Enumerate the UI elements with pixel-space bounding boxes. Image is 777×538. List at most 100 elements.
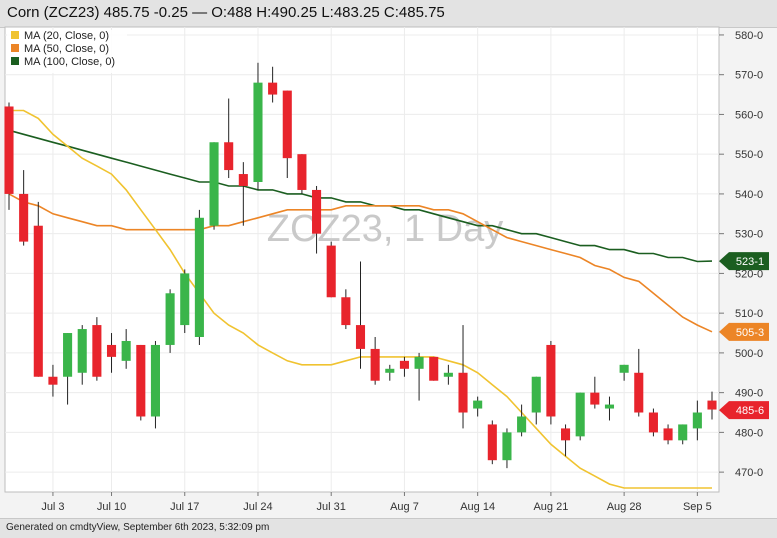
candle: [473, 396, 483, 417]
x-tick-label: Jul 31: [317, 501, 346, 513]
price-label-tag: [719, 252, 769, 271]
x-axis: Jul 3 Jul 10 Jul 17 Jul 24 Jul 31 Aug 7 Aug 14…: [41, 492, 712, 513]
x-tick-label: Jul 3: [41, 501, 64, 513]
price-label-text: 523-1: [736, 256, 764, 268]
candle: [604, 396, 615, 421]
legend-label: MA (20, Close, 0): [24, 30, 109, 42]
candle-body: [546, 344, 556, 417]
candle-body: [165, 293, 175, 345]
legend-background: [7, 30, 127, 73]
candle: [253, 62, 263, 190]
legend-label: MA (50, Close, 0): [24, 43, 109, 55]
candle-body: [663, 428, 673, 441]
candle: [282, 90, 292, 179]
candle: [443, 364, 453, 385]
candle: [268, 66, 278, 103]
candle-body: [355, 325, 366, 349]
price-label-text: 505-3: [736, 327, 764, 339]
candle: [458, 325, 468, 429]
candle-body: [707, 400, 717, 410]
candlestick-chart[interactable]: ZCZ23, 1 Day 580-0 570-0 560-0 550-0 540-0 53…: [0, 0, 777, 517]
candle: [63, 333, 73, 405]
candle: [414, 352, 424, 401]
candle-body: [692, 412, 702, 429]
candle-body: [502, 432, 512, 461]
candle: [19, 170, 29, 246]
candle-body: [63, 333, 73, 377]
candle: [165, 289, 175, 353]
candle-body: [48, 376, 58, 385]
y-tick-label: 560-0: [735, 109, 763, 121]
candle: [106, 333, 117, 373]
candle: [238, 162, 248, 226]
ma100-line: [8, 129, 713, 263]
y-axis: 580-0 570-0 560-0 550-0 540-0 530-0 520-0 510-0…: [719, 30, 763, 479]
candle-body: [561, 428, 571, 441]
candle-body: [590, 392, 600, 405]
legend-swatch: [11, 44, 19, 52]
legend-swatch: [11, 57, 19, 65]
candle: [531, 376, 541, 425]
candle: [663, 424, 673, 445]
candle-body: [678, 424, 688, 441]
y-tick-label: 540-0: [735, 189, 763, 201]
y-tick-label: 490-0: [735, 388, 763, 400]
candle-body: [253, 82, 263, 182]
candle: [385, 364, 395, 381]
plot-area: [4, 26, 720, 493]
x-tick-label: Sep 5: [683, 501, 712, 513]
candle: [341, 289, 351, 330]
candle: [209, 142, 219, 230]
price-label-tag: [719, 401, 769, 420]
candle: [517, 404, 527, 437]
candle-body: [77, 329, 87, 373]
y-tick-label: 520-0: [735, 268, 763, 280]
candle: [312, 185, 322, 254]
x-tick-label: Aug 21: [533, 501, 568, 513]
candle: [92, 317, 102, 381]
candle: [546, 340, 556, 425]
candle-body: [648, 412, 658, 433]
candle-body: [385, 368, 395, 373]
candle: [399, 356, 409, 377]
candle-body: [517, 416, 527, 433]
x-tick-label: Jul 10: [97, 501, 126, 513]
candle: [619, 364, 629, 381]
x-tick-label: Aug 14: [460, 501, 495, 513]
y-tick-label: 570-0: [735, 70, 763, 82]
candle-body: [92, 325, 102, 377]
candle: [180, 269, 190, 334]
candle-body: [121, 340, 131, 361]
legend-swatch: [11, 31, 19, 39]
candle: [678, 424, 688, 445]
y-tick-label: 530-0: [735, 229, 763, 241]
chart-footer: Generated on cmdtyView, September 6th 20…: [0, 518, 777, 538]
candle-body: [150, 344, 160, 417]
y-tick-label: 500-0: [735, 348, 763, 360]
candle: [575, 392, 585, 441]
ma50-line: [8, 193, 713, 333]
y-tick-label: 510-0: [735, 308, 763, 320]
candle-body: [180, 273, 190, 326]
candle-body: [604, 404, 615, 409]
candle-body: [443, 372, 453, 377]
candle-body: [326, 245, 336, 298]
candle-body: [19, 193, 29, 242]
candle-body: [282, 90, 292, 159]
candle-body: [106, 344, 117, 357]
candle: [590, 376, 600, 409]
x-tick-label: Jul 24: [243, 501, 272, 513]
x-tick-label: Aug 28: [607, 501, 642, 513]
candle-body: [634, 372, 644, 413]
candle-body: [4, 106, 14, 194]
candles: [4, 62, 717, 469]
candle: [707, 391, 717, 420]
candle: [429, 356, 439, 381]
legend: MA (20, Close, 0)MA (50, Close, 0)MA (10…: [7, 30, 127, 73]
candle-body: [268, 82, 278, 95]
candle: [502, 428, 512, 469]
y-tick-label: 480-0: [735, 427, 763, 439]
candle-body: [487, 424, 497, 461]
y-tick-label: 580-0: [735, 30, 763, 42]
candle-body: [136, 344, 146, 417]
